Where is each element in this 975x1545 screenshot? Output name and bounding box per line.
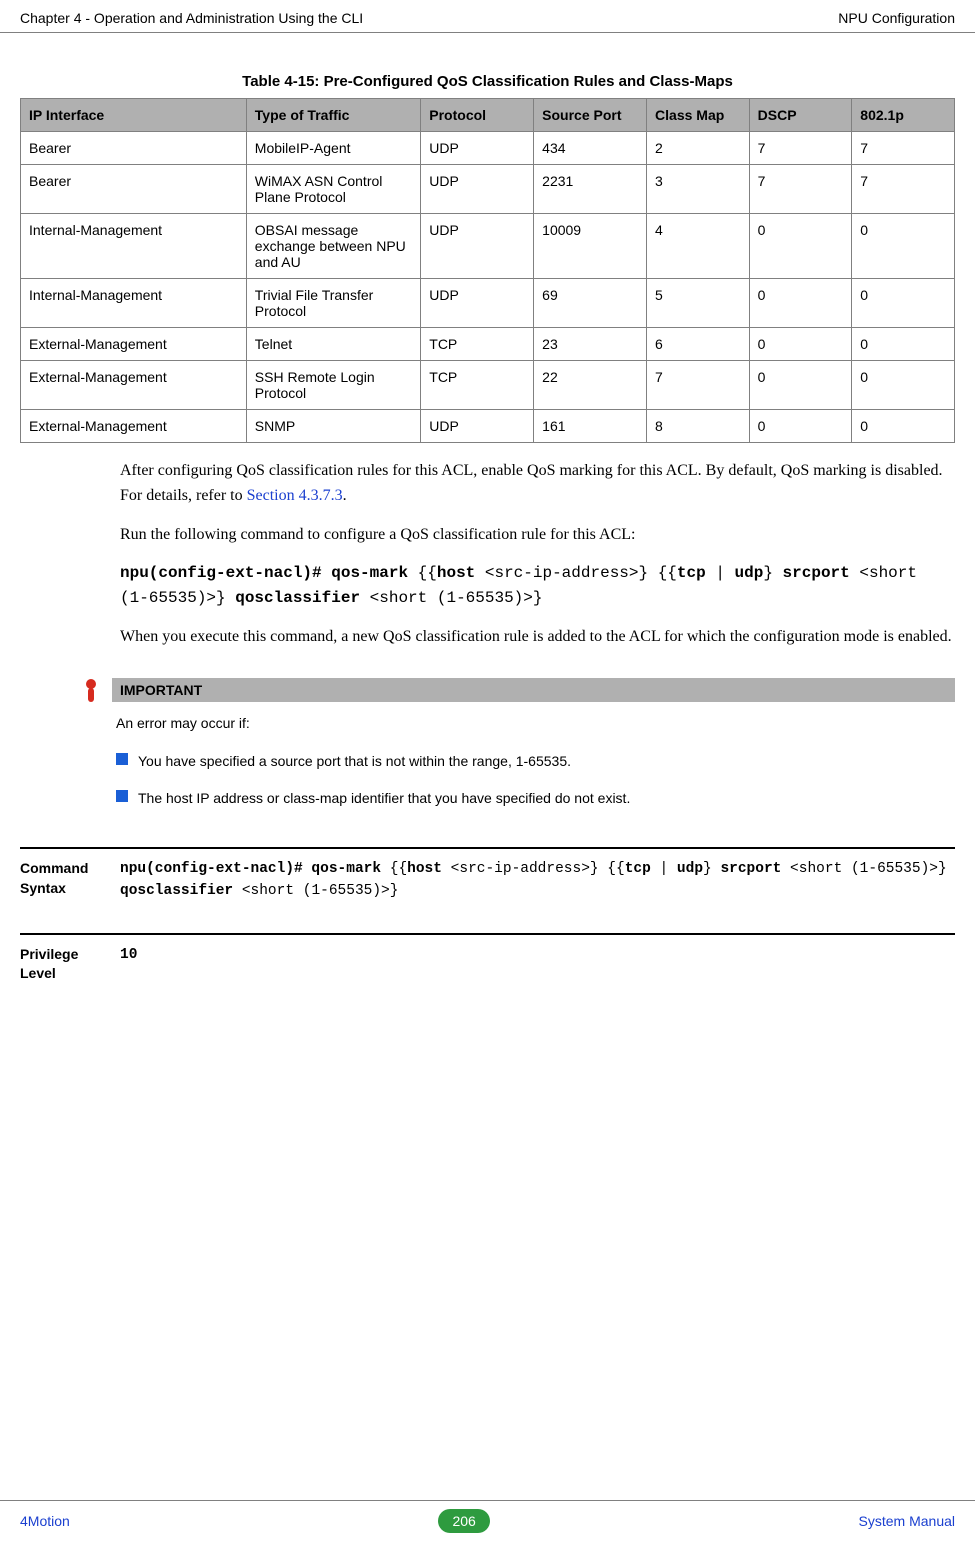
important-title: IMPORTANT — [112, 678, 955, 702]
table-row: Internal-Management Trivial File Transfe… — [21, 279, 955, 328]
privilege-level-value: 10 — [120, 945, 955, 984]
bullet-text: The host IP address or class-map identif… — [138, 787, 630, 811]
command-syntax-label: Command Syntax — [20, 859, 120, 903]
table-row: Internal-Management OBSAI message exchan… — [21, 214, 955, 279]
body-text: After configuring QoS classification rul… — [120, 459, 955, 650]
col-ip-interface: IP Interface — [21, 99, 247, 132]
paragraph-2: Run the following command to configure a… — [120, 523, 955, 548]
page-number-badge: 206 — [438, 1509, 489, 1533]
bullet-item: You have specified a source port that is… — [116, 750, 947, 774]
important-body: An error may occur if: You have specifie… — [112, 702, 955, 817]
section-link[interactable]: Section 4.3.7.3 — [247, 487, 343, 504]
qos-table: IP Interface Type of Traffic Protocol So… — [20, 98, 955, 443]
page-header: Chapter 4 - Operation and Administration… — [0, 0, 975, 33]
privilege-level-label: Privilege Level — [20, 945, 120, 984]
col-type-of-traffic: Type of Traffic — [246, 99, 420, 132]
important-content: IMPORTANT An error may occur if: You hav… — [112, 678, 955, 817]
col-class-map: Class Map — [647, 99, 750, 132]
paragraph-1: After configuring QoS classification rul… — [120, 459, 955, 509]
col-8021p: 802.1p — [852, 99, 955, 132]
col-source-port: Source Port — [534, 99, 647, 132]
square-bullet-icon — [116, 790, 128, 802]
paragraph-3: When you execute this command, a new QoS… — [120, 625, 955, 650]
footer-left[interactable]: 4Motion — [20, 1513, 70, 1529]
page-footer: 4Motion 206 System Manual — [0, 1500, 975, 1533]
command-syntax-value: npu(config-ext-nacl)# qos-mark {{host <s… — [120, 859, 955, 903]
table-row: Bearer MobileIP-Agent UDP 434 2 7 7 — [21, 132, 955, 165]
bullet-item: The host IP address or class-map identif… — [116, 787, 947, 811]
table-header-row: IP Interface Type of Traffic Protocol So… — [21, 99, 955, 132]
square-bullet-icon — [116, 753, 128, 765]
table-caption: Table 4-15: Pre-Configured QoS Classific… — [20, 73, 955, 90]
command-example: npu(config-ext-nacl)# qos-mark {{host <s… — [120, 561, 955, 611]
table-row: External-Management SNMP UDP 161 8 0 0 — [21, 410, 955, 443]
header-right: NPU Configuration — [838, 10, 955, 26]
bullet-text: You have specified a source port that is… — [138, 750, 571, 774]
important-icon — [80, 678, 102, 706]
table-body: Bearer MobileIP-Agent UDP 434 2 7 7 Bear… — [21, 132, 955, 443]
important-lead: An error may occur if: — [116, 712, 947, 736]
table-row: External-Management Telnet TCP 23 6 0 0 — [21, 328, 955, 361]
command-syntax-block: Command Syntax npu(config-ext-nacl)# qos… — [20, 847, 955, 903]
page-content: Table 4-15: Pre-Configured QoS Classific… — [0, 33, 975, 984]
col-protocol: Protocol — [421, 99, 534, 132]
table-row: External-Management SSH Remote Login Pro… — [21, 361, 955, 410]
header-left: Chapter 4 - Operation and Administration… — [20, 10, 363, 26]
table-row: Bearer WiMAX ASN Control Plane Protocol … — [21, 165, 955, 214]
privilege-level-block: Privilege Level 10 — [20, 933, 955, 984]
footer-right[interactable]: System Manual — [859, 1513, 955, 1529]
important-block: IMPORTANT An error may occur if: You hav… — [80, 678, 955, 817]
col-dscp: DSCP — [749, 99, 852, 132]
